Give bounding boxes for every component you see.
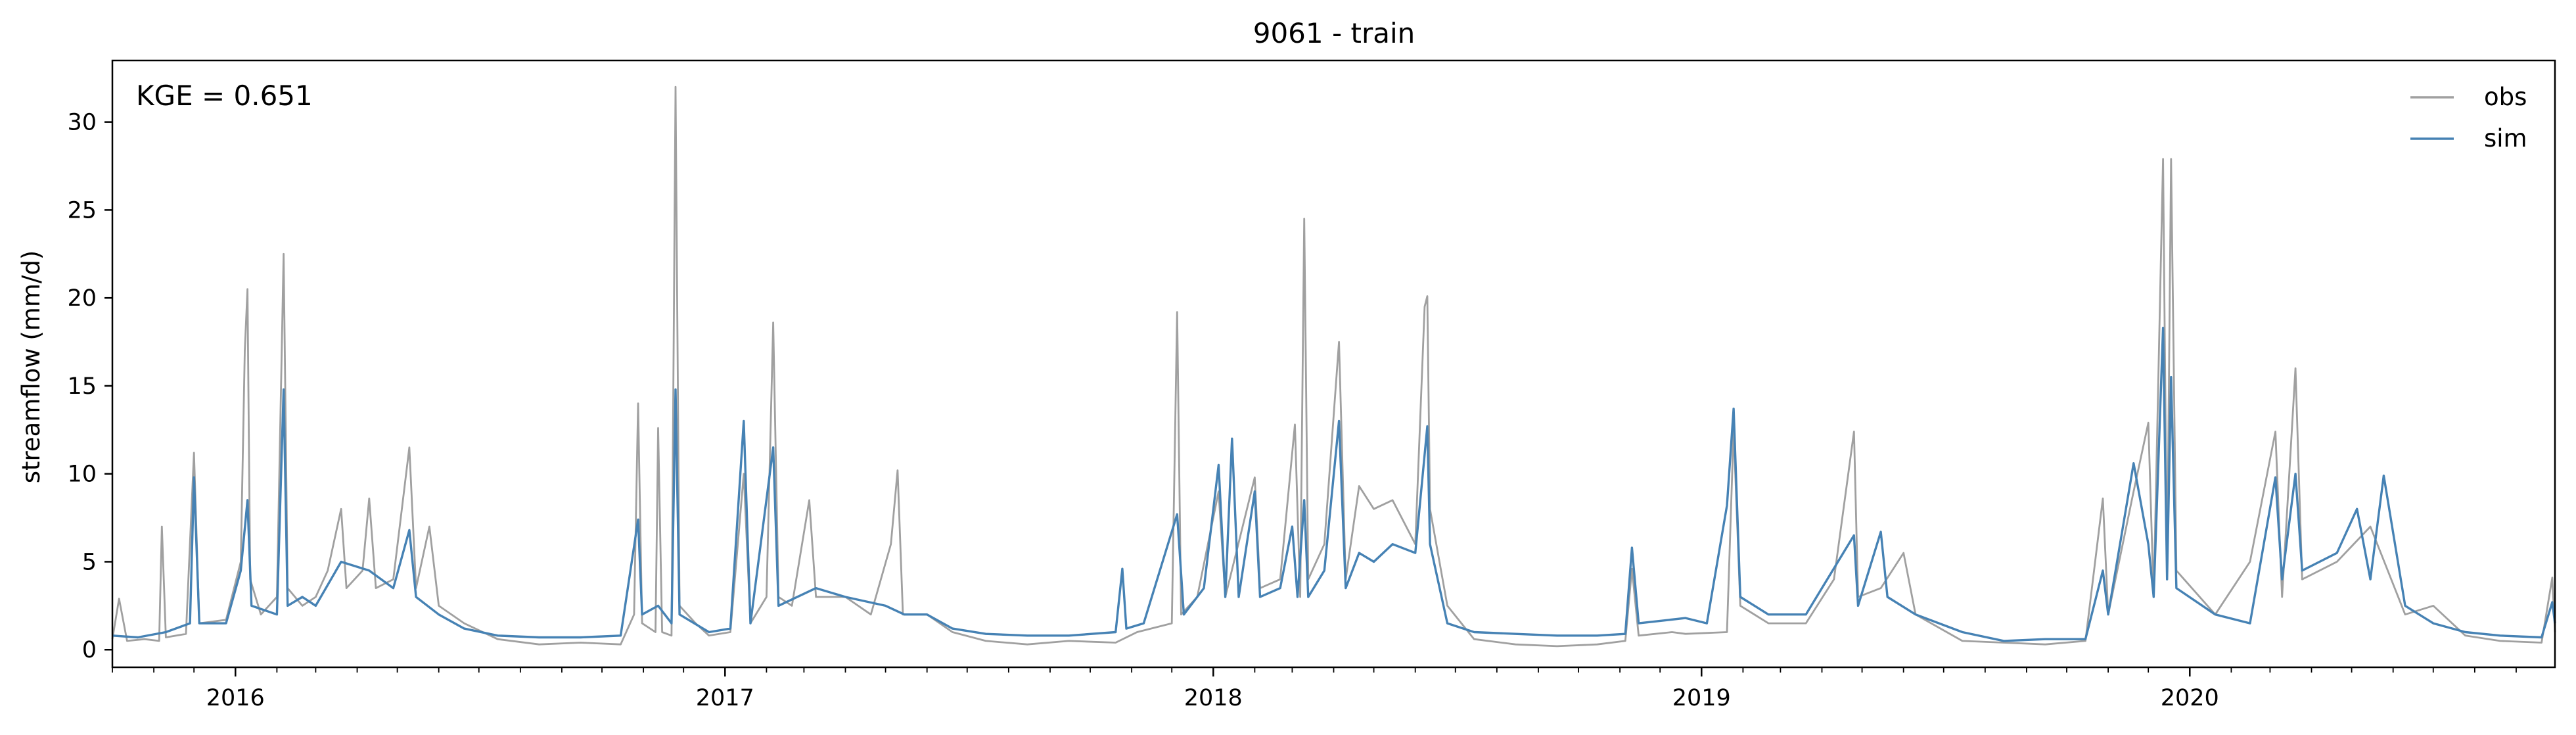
- series-sim-line: [112, 327, 2556, 642]
- y-axis-label: streamflow (mm/d): [17, 250, 45, 484]
- y-tick-label: 0: [82, 637, 97, 663]
- series-layer: [111, 85, 2556, 648]
- series-obs-line: [111, 85, 2556, 648]
- plot-frame: [111, 59, 2556, 669]
- y-tick-label: 25: [67, 197, 97, 224]
- legend-sim-label: sim: [2484, 124, 2527, 153]
- x-tick-label: 2019: [1672, 685, 1731, 711]
- x-tick-label: 2017: [696, 685, 754, 711]
- y-tick-label: 30: [67, 110, 97, 136]
- y-axis-ticks: 0 5 10 15 20 25 30: [67, 110, 112, 663]
- x-tick-label: 2018: [1184, 685, 1243, 711]
- legend: obs sim: [2410, 83, 2527, 153]
- kge-annotation: KGE = 0.651: [136, 80, 313, 112]
- legend-obs-label: obs: [2484, 83, 2527, 111]
- x-tick-label: 2016: [206, 685, 265, 711]
- x-tick-label: 2020: [2161, 685, 2219, 711]
- y-tick-label: 10: [67, 462, 97, 488]
- y-tick-label: 5: [82, 549, 97, 575]
- y-tick-label: 20: [67, 285, 97, 312]
- x-axis-ticks: 2016 2017 2018 2019 2020: [112, 667, 2517, 711]
- y-tick-label: 15: [67, 373, 97, 400]
- chart-title: 9061 - train: [1253, 17, 1415, 49]
